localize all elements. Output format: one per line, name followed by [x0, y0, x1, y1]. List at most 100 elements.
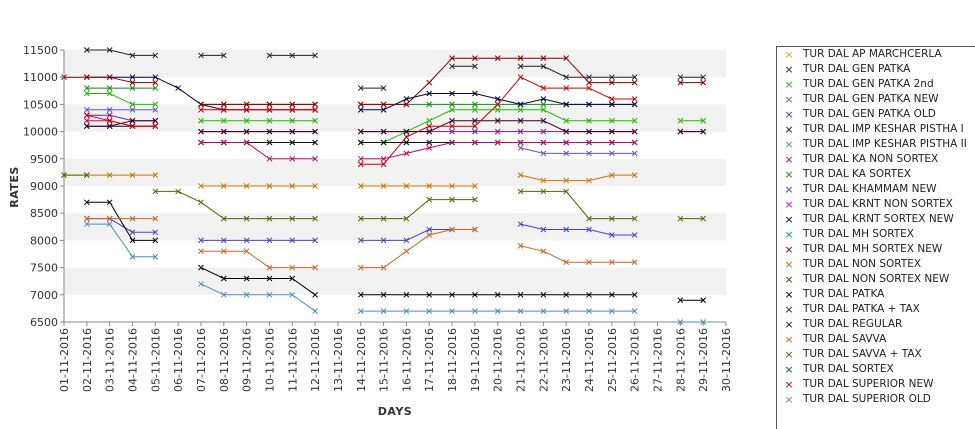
data-point	[357, 264, 364, 271]
data-point	[586, 150, 592, 157]
series-line	[86, 93, 156, 105]
legend-item: × TUR DAL IMP KESHAR PISTHA I	[777, 122, 975, 137]
data-point	[586, 74, 592, 81]
data-point	[312, 52, 318, 59]
data-point	[563, 55, 570, 62]
data-point	[289, 101, 296, 108]
y-tick-label: 6500	[30, 316, 58, 329]
data-point	[609, 128, 615, 135]
data-point	[312, 117, 318, 124]
series	[83, 74, 638, 168]
legend-label: TUR DAL REGULAR	[803, 318, 903, 330]
data-point	[472, 55, 478, 62]
data-point	[631, 150, 638, 157]
data-point	[220, 101, 227, 108]
data-point	[426, 183, 433, 189]
legend-marker-icon: ×	[784, 78, 794, 91]
data-point	[106, 172, 113, 178]
legend-item: × TUR DAL NON SORTEX	[777, 257, 975, 272]
data-point	[152, 52, 159, 59]
data-point	[380, 128, 387, 135]
data-point	[517, 117, 524, 124]
x-tick-label: 09-11-2016	[241, 328, 254, 392]
data-point	[540, 150, 547, 157]
data-point	[540, 226, 547, 233]
legend-item: × TUR DAL KA SORTEX	[777, 167, 975, 182]
series-line	[520, 190, 635, 220]
data-point	[198, 281, 204, 287]
series-line	[155, 190, 316, 220]
data-point	[472, 196, 478, 203]
x-tick-label: 02-11-2016	[81, 328, 94, 392]
data-point	[609, 291, 615, 298]
data-point	[83, 74, 90, 81]
data-point	[106, 85, 113, 91]
data-point	[609, 259, 615, 266]
legend-label: TUR DAL NON SORTEX NEW	[803, 273, 950, 285]
y-tick-label: 10500	[23, 98, 58, 111]
legend-item: × TUR DAL SORTEX	[777, 362, 975, 377]
data-point	[198, 199, 204, 206]
data-point	[700, 79, 707, 86]
series	[61, 172, 707, 222]
data-point	[563, 128, 570, 135]
legend-marker-icon: ×	[784, 273, 794, 286]
x-tick-label: 23-11-2016	[560, 328, 573, 392]
data-point	[129, 215, 136, 222]
legend-label: TUR DAL SUPERIOR OLD	[803, 393, 931, 405]
data-point	[380, 101, 387, 108]
data-point	[83, 172, 90, 178]
data-point	[609, 215, 615, 222]
data-point	[220, 215, 227, 222]
y-axis: 6500 7000 7500 8000 8500 9000 9500 10000 10500 11…	[23, 44, 64, 329]
data-point	[631, 74, 638, 81]
data-point	[243, 128, 250, 135]
x-tick-label: 01-11-2016	[58, 328, 71, 392]
data-point	[152, 188, 159, 195]
legend-item: × TUR DAL MH SORTEX	[777, 227, 975, 242]
data-point	[449, 128, 455, 135]
series	[61, 55, 707, 108]
y-axis-title: RATES	[8, 166, 21, 208]
series	[83, 117, 638, 162]
x-tick-label: 26-11-2016	[629, 328, 642, 392]
data-point	[266, 106, 273, 113]
x-tick-label: 30-11-2016	[720, 328, 733, 392]
data-point	[494, 117, 501, 124]
series-line	[201, 250, 316, 269]
data-point	[563, 74, 570, 81]
data-point	[312, 128, 318, 135]
plot-band	[64, 294, 726, 322]
data-point	[380, 161, 387, 168]
legend-label: TUR DAL KRNT SORTEX NEW	[803, 213, 954, 225]
x-tick-label: 29-11-2016	[697, 328, 710, 392]
data-point	[106, 123, 113, 130]
data-point	[426, 291, 433, 298]
data-point	[152, 85, 159, 91]
series-line	[360, 199, 475, 220]
series	[83, 117, 707, 135]
data-point	[563, 85, 570, 91]
data-point	[677, 297, 684, 304]
data-point	[220, 248, 227, 255]
legend-label: TUR DAL AP MARCHCERLA	[803, 48, 942, 60]
series-line	[520, 65, 635, 78]
data-point	[403, 237, 410, 244]
data-point	[494, 139, 501, 146]
chart: 6500 7000 7500 8000 8500 9000 9500 10000 10500 11…	[8, 44, 733, 418]
data-point	[289, 183, 296, 189]
plot-band	[64, 213, 726, 241]
data-point	[631, 96, 638, 102]
plot-series	[61, 47, 707, 325]
x-tick-label: 19-11-2016	[469, 328, 482, 392]
data-point	[472, 90, 478, 97]
x-tick-label: 20-11-2016	[492, 328, 505, 392]
data-point	[83, 85, 90, 91]
legend-item: × TUR DAL MH SORTEX NEW	[777, 242, 975, 257]
legend-marker-icon: ×	[784, 288, 794, 301]
data-point	[517, 172, 524, 178]
data-point	[312, 291, 318, 298]
data-point	[540, 63, 547, 70]
legend-marker-icon: ×	[784, 348, 794, 361]
data-point	[449, 226, 455, 233]
